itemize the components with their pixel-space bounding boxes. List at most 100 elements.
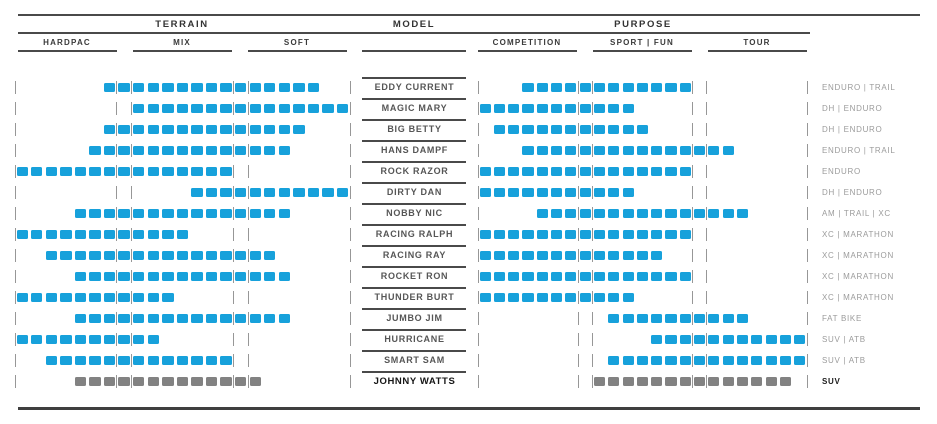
purpose-tick-mark bbox=[706, 249, 708, 262]
terrain-bar-segment bbox=[147, 293, 159, 302]
purpose-tick-mark bbox=[577, 144, 579, 157]
terrain-bar-segment bbox=[147, 167, 159, 176]
purpose-tick-mark bbox=[577, 249, 579, 262]
terrain-bar-segment bbox=[118, 356, 130, 365]
purpose-tick-mark bbox=[706, 144, 708, 157]
terrain-bar-segment bbox=[220, 104, 232, 113]
terrain-bar-segment bbox=[133, 167, 145, 176]
terrain-tick-mark bbox=[232, 270, 234, 283]
purpose-tick-mark bbox=[692, 270, 694, 283]
purpose-bar-segment bbox=[636, 146, 648, 155]
purpose-bar-segment bbox=[579, 293, 591, 302]
purpose-bar-segment bbox=[665, 167, 677, 176]
purpose-bar-segment bbox=[679, 146, 691, 155]
terrain-tick-mark bbox=[349, 81, 351, 94]
purpose-bar-segment bbox=[765, 377, 777, 386]
bottom-rule bbox=[18, 407, 920, 410]
purpose-tick-mark bbox=[591, 312, 593, 325]
purpose-tick-mark bbox=[477, 81, 479, 94]
terrain-tick-mark bbox=[349, 375, 351, 388]
purpose-tick-mark bbox=[692, 81, 694, 94]
purpose-tick-mark bbox=[806, 228, 808, 241]
terrain-bar-segment bbox=[234, 83, 247, 92]
terrain-bar-segment bbox=[133, 251, 145, 260]
purpose-bar-segment bbox=[593, 377, 606, 386]
terrain-tick-mark bbox=[131, 375, 133, 388]
terrain-bar-segment bbox=[147, 83, 159, 92]
terrain-bar-segment bbox=[60, 167, 72, 176]
purpose-bar-segment bbox=[679, 377, 691, 386]
terrain-bar bbox=[14, 287, 351, 308]
terrain-bar-segment bbox=[176, 251, 189, 260]
purpose-tick-mark bbox=[477, 291, 479, 304]
purpose-tick-mark bbox=[591, 270, 593, 283]
terrain-bar-segment bbox=[162, 104, 174, 113]
model-separator-line bbox=[362, 161, 466, 163]
purpose-tick-mark bbox=[692, 249, 694, 262]
terrain-tick-mark bbox=[349, 354, 351, 367]
terrain-tick-mark bbox=[131, 291, 133, 304]
purpose-bar-segment bbox=[536, 167, 548, 176]
purpose-tick-mark bbox=[591, 186, 593, 199]
terrain-bar-segment bbox=[176, 209, 189, 218]
purpose-bar-segment bbox=[665, 272, 677, 281]
terrain-bar-segment bbox=[162, 209, 174, 218]
terrain-tick-mark bbox=[116, 144, 118, 157]
terrain-bar-segment bbox=[264, 314, 276, 323]
terrain-bar-segment bbox=[234, 272, 247, 281]
terrain-bar-segment bbox=[205, 209, 218, 218]
tire-row: MAGIC MARY DH | ENDURO bbox=[0, 98, 937, 119]
purpose-bar-segment bbox=[608, 377, 620, 386]
purpose-bar-segment bbox=[579, 209, 591, 218]
terrain-bar-segment bbox=[220, 356, 232, 365]
terrain-tick-mark bbox=[14, 165, 16, 178]
terrain-bar-segment bbox=[264, 209, 276, 218]
terrain-tick-mark bbox=[14, 291, 16, 304]
purpose-bar-segment bbox=[536, 146, 548, 155]
terrain-bar-segment bbox=[103, 335, 116, 344]
purpose-bar-segment bbox=[536, 188, 548, 197]
purpose-bar-segment bbox=[551, 272, 563, 281]
terrain-bar-segment bbox=[118, 146, 130, 155]
model-label: ROCKET RON bbox=[380, 271, 449, 281]
purpose-bar-segment bbox=[493, 251, 505, 260]
terrain-tick-mark bbox=[14, 249, 16, 262]
purpose-tick-mark bbox=[806, 81, 808, 94]
terrain-bar-segment bbox=[103, 251, 116, 260]
terrain-bar-segment bbox=[191, 104, 203, 113]
purpose-bar-segment bbox=[551, 188, 563, 197]
terrain-bar bbox=[14, 77, 351, 98]
terrain-bar-segment bbox=[74, 167, 87, 176]
purpose-tick-mark bbox=[591, 207, 593, 220]
terrain-bar-segment bbox=[89, 293, 101, 302]
terrain-bar-segment bbox=[220, 83, 232, 92]
terrain-tick-mark bbox=[247, 354, 249, 367]
purpose-bar bbox=[477, 119, 808, 140]
terrain-tick-mark bbox=[232, 354, 234, 367]
terrain-bar-segment bbox=[147, 104, 159, 113]
purpose-bar-segment bbox=[679, 356, 691, 365]
purpose-bar-segment bbox=[565, 293, 577, 302]
purpose-bar-segment bbox=[651, 167, 663, 176]
terrain-tick-mark bbox=[232, 123, 234, 136]
purpose-bar bbox=[477, 287, 808, 308]
terrain-bar-segment bbox=[205, 251, 218, 260]
purpose-bar-segment bbox=[608, 167, 620, 176]
purpose-tick-mark bbox=[577, 354, 579, 367]
purpose-bar-segment bbox=[608, 104, 620, 113]
terrain-tick-mark bbox=[14, 81, 16, 94]
terrain-bar-segment bbox=[89, 167, 101, 176]
terrain-bar-segment bbox=[278, 188, 291, 197]
purpose-bar-segment bbox=[522, 230, 534, 239]
terrain-bar bbox=[14, 308, 351, 329]
purpose-bar-segment bbox=[593, 272, 606, 281]
row-use-label: XC | MARATHON bbox=[822, 272, 894, 281]
terrain-bar-segment bbox=[264, 104, 276, 113]
terrain-bar-segment bbox=[176, 230, 189, 239]
purpose-tick-mark bbox=[706, 102, 708, 115]
purpose-tick-mark bbox=[692, 186, 694, 199]
tire-row: NOBBY NIC AM | TRAIL | XC bbox=[0, 203, 937, 224]
terrain-bar-segment bbox=[118, 167, 130, 176]
terrain-tick-mark bbox=[116, 81, 118, 94]
